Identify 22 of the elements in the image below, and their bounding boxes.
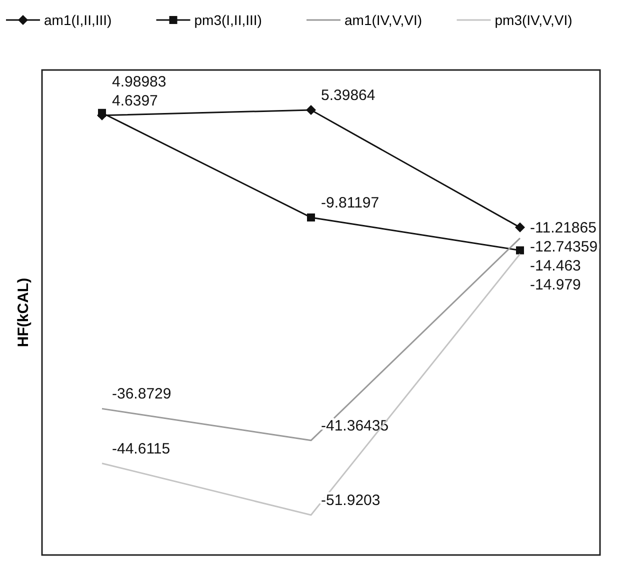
data-label: -9.81197: [321, 194, 380, 212]
point: [515, 222, 525, 232]
data-label: -44.6115: [112, 440, 170, 458]
legend-label: pm3(IV,V,VI): [494, 12, 572, 28]
data-label: -41.36435: [321, 417, 389, 434]
point: [516, 246, 524, 254]
data-label: -12.74359: [530, 238, 598, 256]
point: [306, 105, 316, 115]
legend-label: pm3(I,II,III): [194, 12, 262, 28]
legend-label: am1(I,II,III): [44, 12, 112, 28]
legend-label: am1(IV,V,VI): [344, 12, 422, 28]
data-label: -14.463: [530, 257, 581, 274]
point: [98, 108, 106, 117]
data-label: 4.6397: [112, 92, 158, 110]
data-label: 4.98983: [112, 73, 166, 90]
data-label: 5.39864: [321, 87, 376, 104]
y-axis-title: HF(kCAL): [15, 278, 32, 348]
data-label: -14.979: [530, 276, 581, 294]
data-label: -51.9203: [321, 492, 380, 509]
point: [307, 213, 315, 222]
data-label: -36.8729: [112, 386, 172, 403]
data-label: -11.21865: [530, 219, 596, 236]
